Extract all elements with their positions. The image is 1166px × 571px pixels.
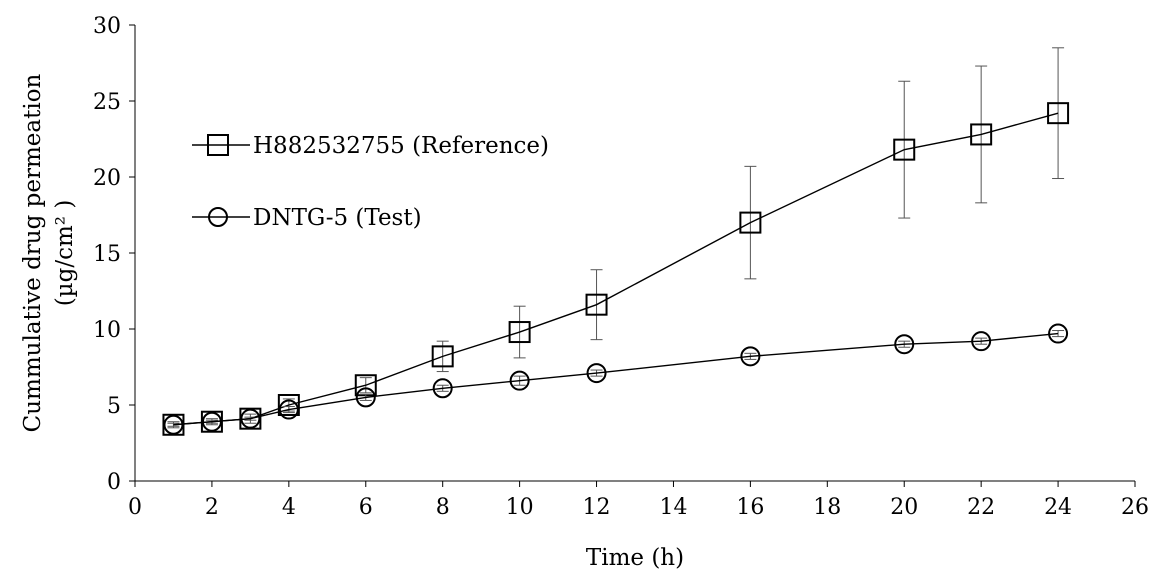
- x-tick-label: 16: [736, 495, 764, 520]
- series-reference: [163, 48, 1068, 435]
- legend-label: H882532755 (Reference): [253, 133, 549, 159]
- x-tick-label: 6: [359, 495, 373, 520]
- legend-item: H882532755 (Reference): [192, 133, 549, 159]
- y-tick-label: 20: [93, 166, 121, 191]
- legend: H882532755 (Reference) DNTG-5 (Test): [192, 133, 549, 231]
- legend-item: DNTG-5 (Test): [192, 205, 422, 231]
- y-tick-label: 15: [93, 242, 121, 267]
- y-tick-label: 25: [93, 90, 121, 115]
- x-tick-label: 20: [890, 495, 918, 520]
- x-tick-label: 14: [659, 495, 687, 520]
- x-tick-label: 4: [282, 495, 296, 520]
- series-line: [173, 113, 1058, 425]
- y-tick-label: 5: [107, 394, 121, 419]
- x-axis-title: Time (h): [586, 545, 684, 571]
- y-tick-label: 30: [93, 14, 121, 39]
- y-tick-label: 10: [93, 318, 121, 343]
- x-tick-label: 0: [128, 495, 142, 520]
- series-line: [173, 334, 1058, 425]
- x-tick-label: 10: [506, 495, 534, 520]
- series-test: [164, 325, 1067, 434]
- x-tick-label: 12: [583, 495, 611, 520]
- x-tick-label: 18: [813, 495, 841, 520]
- y-axis-title-line2: (µg/cm² ): [52, 200, 78, 307]
- y-tick-label: 0: [107, 470, 121, 495]
- series-layer: [163, 48, 1068, 435]
- legend-label: DNTG-5 (Test): [253, 205, 422, 231]
- y-axis-title-line1: Cummulative drug permeation: [20, 73, 46, 432]
- x-tick-label: 22: [967, 495, 995, 520]
- x-tick-label: 26: [1121, 495, 1149, 520]
- x-tick-label: 8: [436, 495, 450, 520]
- x-tick-label: 24: [1044, 495, 1072, 520]
- x-tick-label: 2: [205, 495, 219, 520]
